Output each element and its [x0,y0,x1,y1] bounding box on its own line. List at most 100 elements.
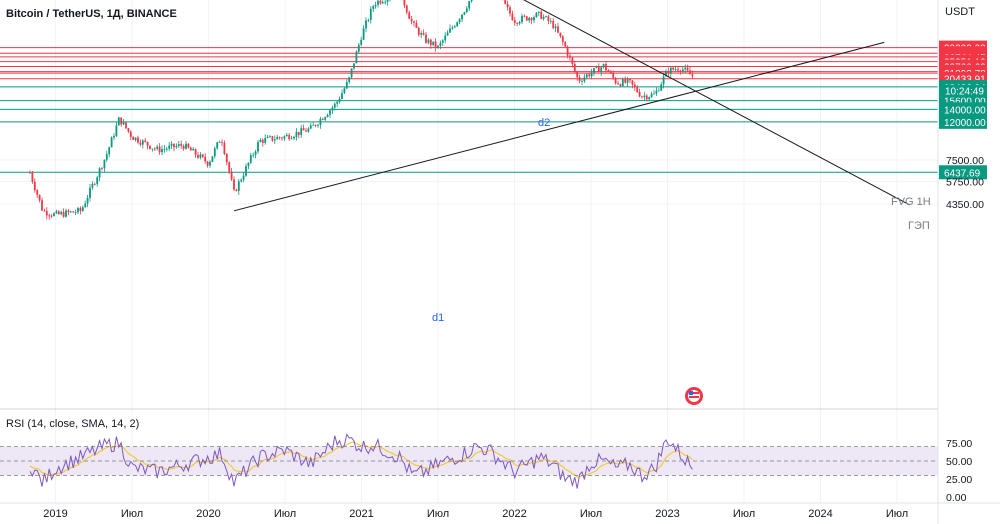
candle-body [197,154,199,158]
candle-body [429,39,432,46]
price-level-tag[interactable] [939,102,987,117]
candle-body [542,16,545,19]
candle-body [458,19,461,23]
candle-body [77,208,79,213]
candle-body [353,63,355,69]
candle-body [204,156,207,162]
candle-body [314,124,317,126]
candle-body [453,26,456,28]
price-level-tag[interactable] [939,165,987,180]
candle-body [278,137,281,138]
candle-body [621,79,624,87]
candle-body [461,14,463,20]
candle-body [410,18,413,22]
time-axis-tick: 2020 [196,508,220,520]
candle-body [266,136,269,138]
price-axis[interactable]: 140000.00100000.0070000.0030000.0028000.… [939,0,996,504]
trendline-d1[interactable] [233,41,885,212]
candle-body [341,93,343,99]
candle-body [228,162,231,172]
candle-body [525,16,528,21]
horizontal-levels[interactable] [0,47,938,173]
candle-body [470,0,473,2]
candle-body [151,148,154,150]
candle-body [415,22,418,28]
candle-body [549,20,552,22]
price-level-tag[interactable] [939,114,987,129]
candle-body [264,137,267,143]
candle-body [269,136,271,138]
current-price-countdown-tag[interactable] [939,84,987,98]
candle-body [350,68,353,78]
candle-body [201,154,204,157]
candle-body [257,142,259,152]
candle-body [324,117,327,120]
time-axis-tick: 2021 [349,508,373,520]
candle-body [139,142,142,145]
candle-body [384,1,387,3]
candle-body [689,70,691,75]
candle-body [288,134,291,140]
candle-body [103,159,106,169]
candle-body [648,97,651,100]
candle-body [674,69,677,71]
rsi-reference-lines [0,446,938,476]
candle-body [221,142,223,143]
candle-body [655,90,658,94]
candle-body [643,95,646,98]
candle-body [583,77,586,82]
candle-body [134,137,137,140]
price-candles [29,0,694,220]
candle-body [295,131,298,137]
candle-body [326,114,329,118]
candle-body [192,149,195,151]
candle-body [657,90,660,92]
candle-body [465,8,468,13]
time-axis-tick: 2024 [808,508,832,520]
rsi-axis-tick: 75.00 [946,438,972,450]
trendline-d2[interactable] [489,0,910,206]
candle-body [60,212,63,215]
candle-body [506,3,509,8]
candle-body [247,162,250,167]
candle-body [408,12,411,19]
candle-body [516,23,519,24]
candle-body [633,84,636,88]
candle-body [578,77,581,82]
candle-body [261,139,264,143]
candle-body [307,128,310,132]
candle-body [638,92,641,97]
candle-body [93,183,96,185]
candle-body [444,35,447,41]
candle-body [120,117,123,125]
price-level-tag-label: 15600.00 [944,97,986,108]
time-axis[interactable]: 2019 Июл 2020 Июл 2021 Июл 2022 Июл 2023 Июл 2024 И… [43,508,908,520]
candle-body [672,67,675,70]
candle-body [240,179,243,182]
candle-body [662,76,665,85]
candle-body [593,67,595,73]
candle-body [403,0,406,6]
us-flag-event-icon[interactable] [685,387,703,405]
candle-body [468,1,471,9]
trendline-label-d2: d2 [538,117,550,129]
candle-body [362,28,365,40]
rsi-legend-label[interactable]: RSI (14, close, SMA, 14, 2) [6,418,139,430]
candle-body [117,117,120,126]
candle-body [105,154,108,160]
time-axis-tick: Июл [427,508,449,520]
candle-body [456,22,459,27]
candle-body [653,93,655,95]
candle-body [636,87,639,93]
candle-body [91,183,94,188]
trendlines[interactable] [233,0,910,212]
candle-body [309,125,312,129]
candle-body [165,148,168,150]
candle-body [559,32,562,37]
candle-body [149,145,151,149]
candle-body [213,148,216,157]
candle-body [629,79,631,81]
candle-body [108,147,111,155]
candle-body [619,84,622,87]
